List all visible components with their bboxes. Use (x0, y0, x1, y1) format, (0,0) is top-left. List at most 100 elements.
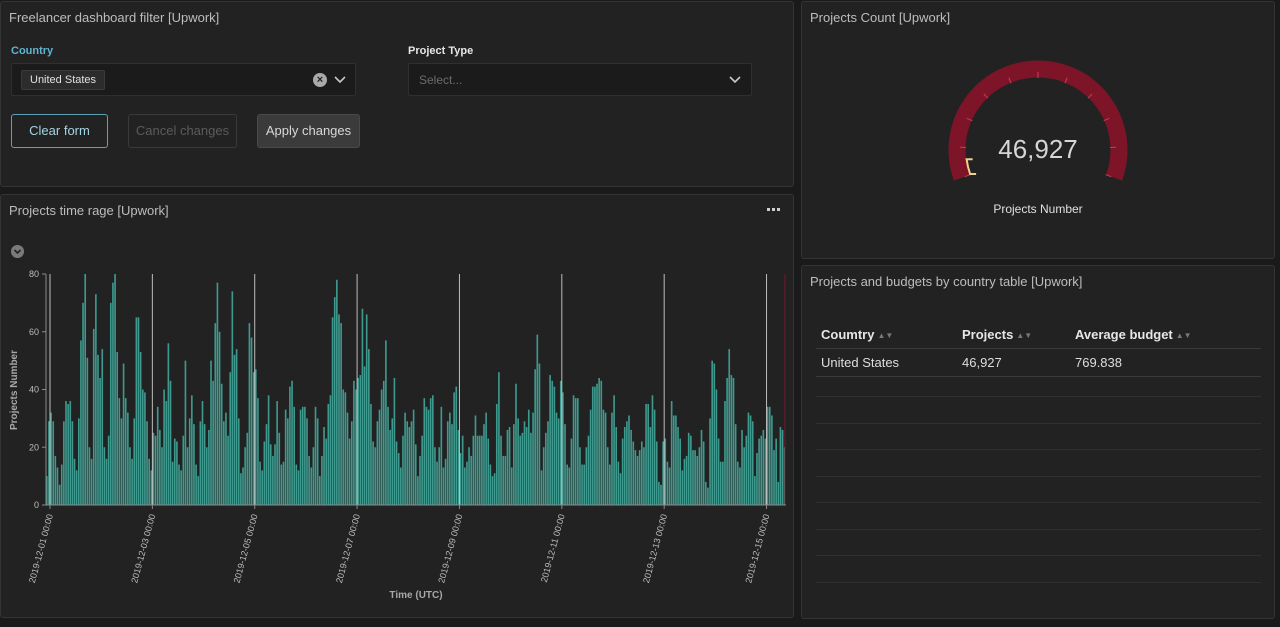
bar (235, 349, 238, 505)
bar (269, 444, 272, 505)
bar (342, 389, 345, 505)
col-header-country[interactable]: Coumtry ▲▼ (816, 318, 957, 349)
bar (589, 409, 592, 505)
bar (640, 441, 643, 505)
bar (532, 412, 534, 505)
clear-selection-icon[interactable]: × (313, 73, 327, 87)
bar (538, 363, 541, 505)
table-row[interactable]: United States 46,927 769.838 (816, 348, 1261, 377)
bar (649, 427, 652, 505)
time-panel-title: Projects time rage [Upwork] (9, 203, 169, 218)
bar (632, 441, 635, 505)
cell-average-budget: 769.838 (1070, 348, 1261, 377)
count-panel-title: Projects Count [Upwork] (810, 10, 951, 25)
bar (308, 455, 310, 505)
bar (156, 406, 159, 505)
gauge-tick (1008, 77, 1012, 84)
bar (410, 421, 413, 505)
bar (280, 464, 283, 505)
y-tick-label: 40 (29, 385, 39, 395)
bar (124, 398, 127, 505)
bar (621, 438, 624, 505)
bar (749, 415, 752, 505)
empty-row-divider (816, 475, 1261, 477)
bar (470, 455, 473, 505)
chevron-down-icon[interactable] (728, 75, 742, 85)
sort-icon[interactable]: ▲▼ (1175, 331, 1192, 340)
bar (549, 375, 551, 505)
bar (346, 412, 349, 505)
bar (542, 447, 545, 505)
bar (736, 461, 739, 505)
bar (583, 464, 586, 505)
empty-row-divider (816, 555, 1261, 556)
gauge-ticks (960, 72, 1116, 178)
y-axis-label: Projects Number (9, 350, 20, 430)
bar (591, 386, 594, 505)
chevron-down-icon[interactable] (333, 75, 347, 85)
bar (82, 302, 84, 505)
gauge-label: Projects Number (993, 202, 1082, 216)
bar (412, 409, 415, 505)
bar (274, 444, 276, 505)
gauge-tick (1087, 93, 1093, 99)
bar (570, 438, 573, 505)
bar (623, 427, 626, 505)
bar (137, 317, 140, 505)
bar (250, 337, 253, 505)
bar (327, 403, 330, 505)
bar (385, 340, 387, 505)
time-range-panel: Projects time rage [Upwork] 0 20 40 60 80 20… (0, 194, 794, 618)
bar (438, 447, 441, 505)
bar (391, 418, 394, 505)
country-select[interactable]: United States × (11, 63, 356, 96)
bar (672, 415, 675, 505)
bar (272, 455, 274, 505)
bar (165, 401, 168, 505)
bar (698, 447, 701, 505)
options-menu-icon[interactable] (767, 207, 781, 213)
col-header-projects[interactable]: Projects ▲▼ (957, 318, 1070, 349)
bar (572, 395, 575, 505)
sort-icon[interactable]: ▲▼ (1016, 331, 1033, 340)
bar (555, 412, 558, 505)
bar (248, 323, 251, 505)
bar (513, 424, 515, 505)
bar (722, 461, 724, 505)
country-chip[interactable]: United States (21, 70, 106, 90)
col-header-average-budget[interactable]: Average budget ▲▼ (1070, 318, 1261, 349)
bar (534, 369, 536, 505)
bar (773, 450, 775, 505)
bar (594, 386, 596, 505)
bar (363, 366, 366, 505)
bar (457, 429, 460, 505)
bar (739, 467, 741, 505)
bar (760, 435, 763, 505)
project-type-select[interactable]: Select... (408, 63, 752, 96)
cancel-changes-button[interactable]: Cancel changes (128, 114, 237, 148)
projects-time-chart: 0 20 40 60 80 2019-12-01 00:00 2019-12-03 00:… (9, 269, 786, 601)
empty-row-divider (816, 449, 1261, 450)
bar (489, 464, 492, 505)
apply-changes-button[interactable]: Apply changes (257, 114, 360, 148)
bar (178, 464, 180, 505)
bar (173, 438, 176, 505)
bar (431, 395, 434, 505)
bar (463, 467, 466, 505)
gauge-tick (964, 174, 971, 178)
bar (242, 467, 244, 505)
bar (653, 409, 656, 505)
bar (606, 447, 609, 505)
bar (581, 464, 583, 505)
bar (600, 380, 603, 505)
bar (628, 415, 630, 505)
bar (395, 441, 398, 505)
bar (683, 458, 686, 505)
bar (141, 389, 144, 505)
collapse-chevron-icon[interactable] (11, 245, 24, 258)
bar (240, 473, 242, 505)
bar (139, 351, 142, 505)
clear-form-button[interactable]: Clear form (11, 114, 108, 148)
sort-icon[interactable]: ▲▼ (877, 331, 894, 340)
bar (444, 458, 447, 505)
